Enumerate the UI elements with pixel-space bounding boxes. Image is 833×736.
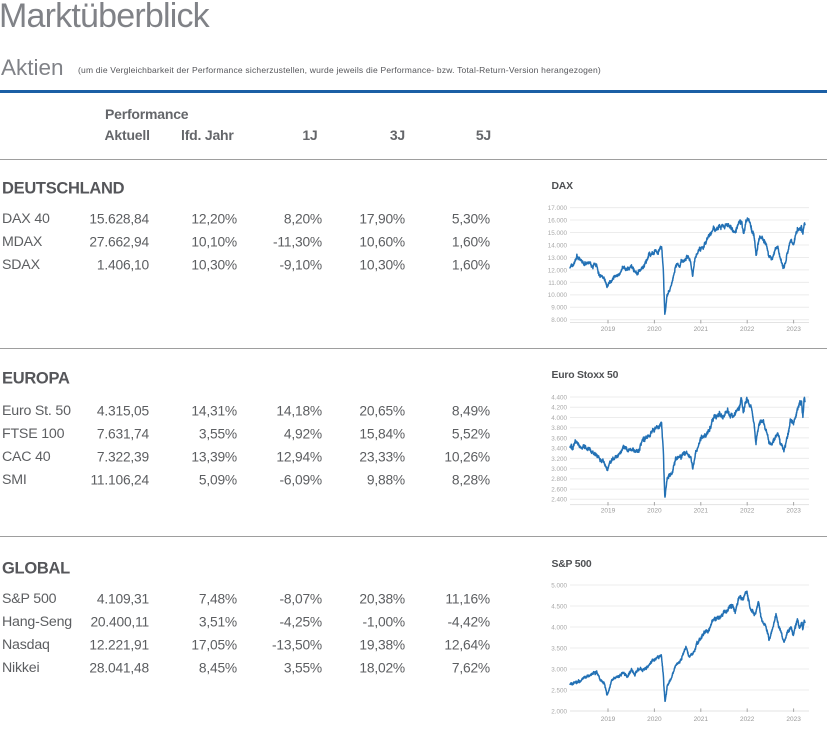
svg-text:3.500: 3.500: [551, 645, 567, 652]
svg-text:9.000: 9.000: [551, 305, 567, 312]
svg-text:4.500: 4.500: [551, 603, 567, 610]
svg-text:4.200: 4.200: [551, 405, 567, 412]
svg-text:2019: 2019: [601, 508, 616, 515]
svg-text:3.600: 3.600: [551, 435, 567, 442]
svg-text:2022: 2022: [740, 326, 755, 333]
svg-text:10.000: 10.000: [548, 292, 568, 299]
svg-text:2023: 2023: [786, 508, 801, 515]
svg-text:3.200: 3.200: [551, 456, 567, 463]
svg-text:3.400: 3.400: [551, 446, 567, 453]
svg-text:16.000: 16.000: [548, 217, 568, 224]
svg-text:4.400: 4.400: [551, 394, 567, 401]
svg-text:2020: 2020: [647, 716, 662, 723]
svg-text:2023: 2023: [786, 326, 801, 333]
svg-text:4.000: 4.000: [551, 624, 567, 631]
svg-text:2.400: 2.400: [551, 497, 567, 504]
svg-text:2021: 2021: [694, 326, 709, 333]
svg-text:2020: 2020: [647, 326, 662, 333]
svg-text:17.000: 17.000: [548, 205, 568, 212]
svg-text:2022: 2022: [740, 716, 755, 723]
svg-text:12.000: 12.000: [548, 267, 568, 274]
svg-text:8.000: 8.000: [551, 317, 567, 324]
svg-text:11.000: 11.000: [548, 280, 567, 287]
svg-text:2020: 2020: [647, 508, 662, 515]
svg-text:2022: 2022: [740, 508, 755, 515]
svg-text:2.000: 2.000: [551, 708, 567, 715]
svg-text:3.000: 3.000: [551, 466, 567, 473]
svg-text:2023: 2023: [786, 716, 801, 723]
svg-text:2.600: 2.600: [551, 486, 567, 493]
svg-text:3.800: 3.800: [551, 425, 567, 432]
svg-text:5.000: 5.000: [551, 582, 567, 589]
svg-text:13.000: 13.000: [548, 255, 568, 262]
svg-text:2019: 2019: [601, 326, 616, 333]
svg-text:2.800: 2.800: [551, 476, 567, 483]
svg-text:3.000: 3.000: [551, 666, 567, 673]
svg-text:4.000: 4.000: [551, 415, 567, 422]
svg-text:2019: 2019: [601, 716, 616, 723]
svg-text:2.500: 2.500: [551, 687, 567, 694]
svg-text:14.000: 14.000: [548, 242, 568, 249]
svg-text:15.000: 15.000: [548, 230, 568, 237]
svg-text:2021: 2021: [694, 716, 709, 723]
svg-text:2021: 2021: [694, 508, 709, 515]
